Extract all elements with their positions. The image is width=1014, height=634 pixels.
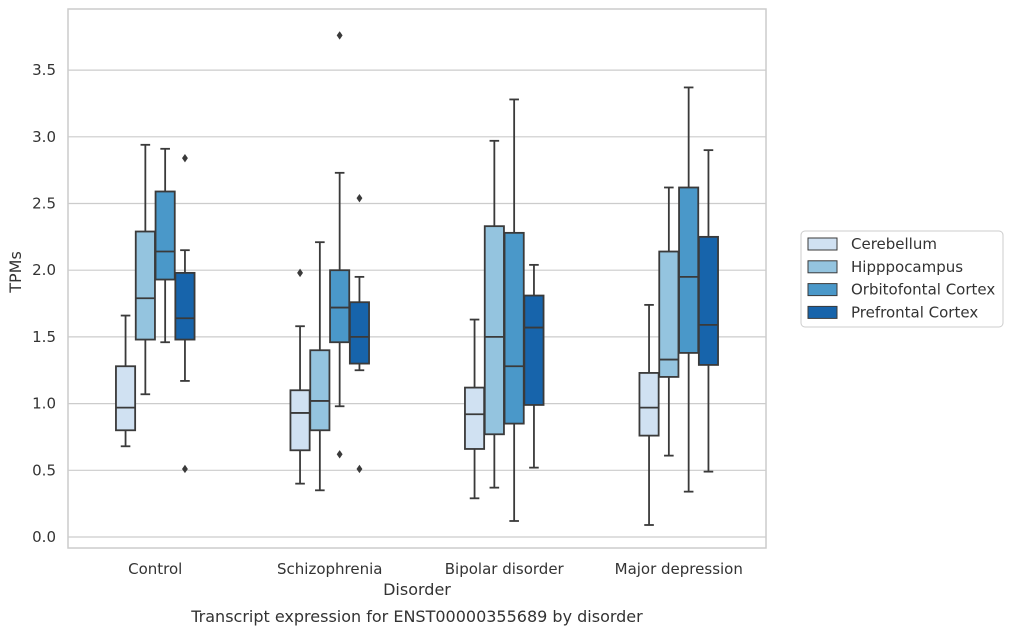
plot-frame: [67, 8, 767, 549]
outlier-point: [336, 31, 343, 40]
legend-label: Prefrontal Cortex: [851, 303, 978, 321]
box-prefrontal-cortex: [697, 149, 719, 473]
y-tick-label: 1.5: [32, 328, 56, 346]
y-tick-label: 0.5: [32, 461, 56, 479]
x-tick-label: Bipolar disorder: [445, 560, 565, 578]
x-tick-label: Control: [128, 560, 182, 578]
box-iqr: [154, 190, 176, 281]
legend-swatch: [807, 283, 838, 297]
box-hipppocampus: [483, 139, 505, 489]
outlier-point: [182, 464, 188, 474]
legend-swatch: [807, 237, 838, 251]
legend-label: Cerebellum: [851, 235, 937, 253]
box-hipppocampus: [134, 143, 156, 396]
box-iqr: [658, 250, 680, 378]
x-tick-label: Major depression: [615, 560, 743, 578]
legend-swatch: [807, 260, 838, 274]
box-series: [115, 31, 719, 526]
outlier-point: [356, 464, 363, 474]
box-iqr: [348, 301, 370, 365]
box-iqr: [523, 294, 545, 406]
legend-frame: [800, 230, 1004, 328]
box-cerebellum: [115, 314, 137, 448]
box-prefrontal-cortex: [523, 263, 545, 469]
box-iqr: [289, 389, 311, 452]
y-axis-ticks: 0.0 0.5 1.0 1.5 2.0 2.5 3.0 3.5: [32, 61, 56, 546]
box-iqr: [329, 269, 351, 344]
box-iqr: [174, 271, 196, 341]
y-tick-label: 2.5: [32, 195, 56, 213]
box-iqr: [115, 365, 137, 432]
box-cerebellum: [638, 303, 660, 526]
outlier-point: [356, 193, 363, 203]
x-tick-label: Schizophrenia: [277, 560, 382, 578]
legend-label: Hipppocampus: [851, 258, 963, 276]
x-axis-ticks: Control Schizophrenia Bipolar disorder Majo…: [128, 560, 743, 578]
outlier-point: [182, 153, 188, 163]
box-iqr: [464, 386, 486, 450]
box-hipppocampus: [309, 241, 331, 492]
box-iqr: [503, 231, 525, 425]
outlier-point: [336, 450, 343, 459]
y-tick-label: 0.0: [32, 528, 56, 546]
y-tick-label: 1.0: [32, 395, 56, 413]
box-iqr: [483, 225, 505, 436]
box-prefrontal-cortex: [174, 153, 196, 474]
legend: Cerebellum Hipppocampus Orbitofontal Corte…: [800, 230, 1004, 328]
box-cerebellum: [464, 318, 486, 500]
box-orbitofontal-cortex: [154, 147, 176, 344]
y-axis-label: TPMs: [6, 251, 25, 294]
x-axis-label: Disorder: [383, 580, 451, 599]
y-tick-label: 2.0: [32, 261, 56, 279]
y-tick-label: 3.0: [32, 128, 56, 146]
box-prefrontal-cortex: [348, 193, 370, 474]
box-iqr: [638, 372, 660, 437]
box-orbitofontal-cortex: [678, 86, 700, 493]
legend-swatch: [807, 305, 838, 319]
chart-caption: Transcript expression for ENST0000035568…: [190, 607, 643, 626]
outlier-point: [297, 268, 303, 278]
box-iqr: [697, 235, 719, 366]
box-iqr: [678, 186, 700, 354]
box-iqr: [134, 230, 156, 341]
box-cerebellum: [289, 268, 311, 485]
box-iqr: [309, 349, 331, 432]
y-tick-label: 3.5: [32, 61, 56, 79]
legend-label: Orbitofontal Cortex: [851, 281, 995, 299]
